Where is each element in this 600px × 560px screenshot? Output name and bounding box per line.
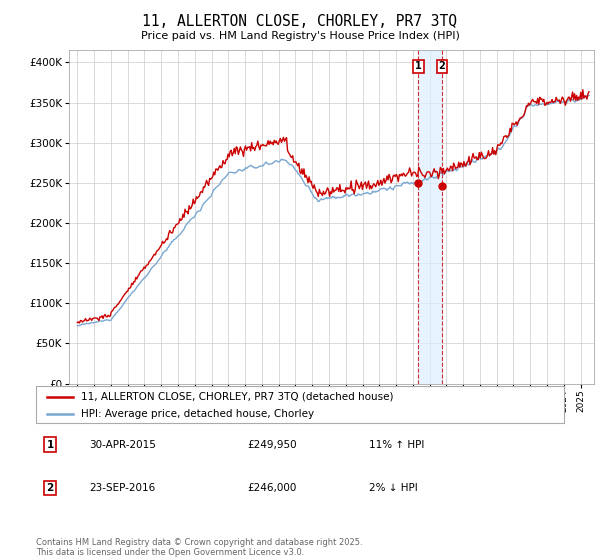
Text: £246,000: £246,000	[247, 483, 296, 493]
Text: 30-APR-2015: 30-APR-2015	[89, 440, 155, 450]
Text: £249,950: £249,950	[247, 440, 297, 450]
Text: Price paid vs. HM Land Registry's House Price Index (HPI): Price paid vs. HM Land Registry's House …	[140, 31, 460, 41]
Text: 1: 1	[47, 440, 54, 450]
Text: 11, ALLERTON CLOSE, CHORLEY, PR7 3TQ: 11, ALLERTON CLOSE, CHORLEY, PR7 3TQ	[143, 14, 458, 29]
Text: 1: 1	[415, 62, 422, 72]
Text: 2: 2	[47, 483, 54, 493]
Text: Contains HM Land Registry data © Crown copyright and database right 2025.
This d: Contains HM Land Registry data © Crown c…	[36, 538, 362, 557]
Text: 2% ↓ HPI: 2% ↓ HPI	[368, 483, 418, 493]
Text: 23-SEP-2016: 23-SEP-2016	[89, 483, 155, 493]
Text: HPI: Average price, detached house, Chorley: HPI: Average price, detached house, Chor…	[81, 409, 314, 419]
Text: 11, ALLERTON CLOSE, CHORLEY, PR7 3TQ (detached house): 11, ALLERTON CLOSE, CHORLEY, PR7 3TQ (de…	[81, 391, 394, 402]
Bar	[418, 50, 442, 384]
Text: 11% ↑ HPI: 11% ↑ HPI	[368, 440, 424, 450]
Text: 2: 2	[439, 62, 445, 72]
